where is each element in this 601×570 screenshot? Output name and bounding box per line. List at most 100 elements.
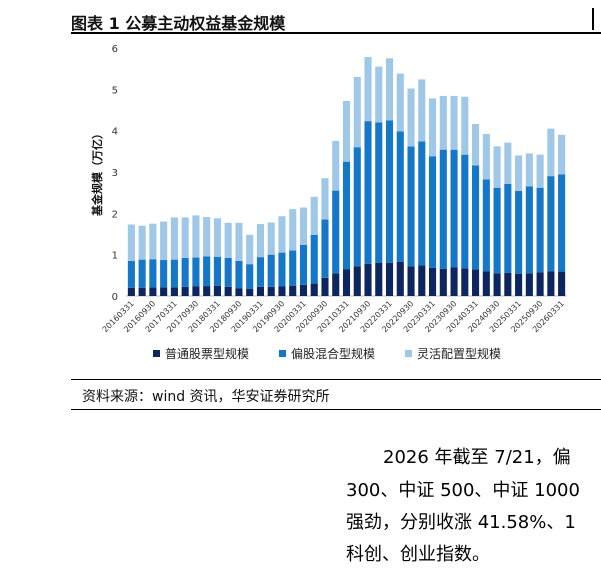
- bar-segment: [482, 133, 490, 180]
- y-tick-label: 4: [112, 127, 118, 138]
- bar-segment: [558, 271, 566, 296]
- legend-swatch: [279, 350, 286, 357]
- bar-segment: [332, 190, 340, 274]
- bar-segment: [353, 147, 361, 267]
- bar-segment: [127, 260, 135, 288]
- bar-segment: [332, 141, 340, 191]
- bar-segment: [278, 286, 286, 296]
- figure-title: 图表 1 公募主动权益基金规模: [71, 14, 286, 33]
- bar-segment: [353, 266, 361, 296]
- bar-segment: [364, 121, 372, 264]
- bar-segment: [170, 217, 178, 260]
- legend-label: 普通股票型规模: [165, 346, 249, 361]
- y-tick-label: 0: [112, 292, 118, 303]
- bar-segment: [246, 264, 254, 289]
- bar-segment: [515, 155, 523, 192]
- bar-segment: [429, 267, 437, 296]
- bar-segment: [515, 191, 523, 274]
- bar-segment: [461, 154, 469, 269]
- legend: 普通股票型规模 偏股混合型规模 灵活配置型规模: [153, 346, 501, 361]
- bar-segment: [138, 259, 146, 288]
- bar-segment: [342, 161, 351, 270]
- bar-segment: [558, 134, 566, 175]
- bar-segment: [192, 257, 200, 287]
- bar-segment: [224, 222, 232, 258]
- body-line-4: 科创、创业指数。: [346, 544, 490, 565]
- bar-segment: [160, 260, 168, 288]
- bar-segment: [493, 146, 501, 188]
- bar-segment: [407, 266, 415, 296]
- bar-segment: [407, 146, 415, 267]
- bar-segment: [321, 178, 329, 220]
- bar-segment: [342, 269, 351, 296]
- bar-segment: [396, 261, 404, 296]
- bar-segment: [536, 154, 544, 188]
- bar-segment: [246, 234, 254, 265]
- bar-segment: [364, 57, 372, 122]
- bar-segment: [429, 98, 437, 157]
- bar-segment: [127, 224, 135, 261]
- bar-segment: [321, 277, 329, 296]
- bar-segment: [170, 287, 178, 296]
- y-tick-label: 2: [112, 209, 118, 220]
- bar-segment: [493, 187, 501, 274]
- bar-segment: [203, 256, 211, 287]
- bar-segment: [353, 76, 361, 148]
- bar-segment: [289, 209, 297, 251]
- bar-segment: [138, 287, 146, 296]
- bar-segment: [299, 207, 308, 245]
- source-bottom-rule: [71, 409, 601, 410]
- bar-segment: [450, 95, 458, 150]
- corner-mark: [592, 8, 594, 30]
- fund-size-chart: 0 1 2 3 4 5 6 20160331201609302017033120170930…: [90, 44, 567, 361]
- bar-segment: [418, 141, 426, 266]
- bar-segment: [256, 224, 264, 258]
- legend-swatch: [405, 350, 412, 357]
- bar-segment: [192, 286, 200, 296]
- bar-segment: [385, 120, 394, 263]
- bar-segment: [504, 142, 512, 184]
- bar-segment: [482, 179, 490, 272]
- source-top-rule: [71, 379, 601, 380]
- bar-segment: [396, 73, 404, 132]
- bar-segment: [525, 153, 533, 187]
- bar-segment: [536, 187, 544, 273]
- bar-segment: [235, 260, 243, 289]
- bar-segment: [299, 284, 308, 296]
- bar-segment: [289, 285, 297, 296]
- bar-segment: [525, 273, 533, 296]
- y-tick-label: 1: [112, 251, 118, 262]
- bar-segment: [375, 262, 383, 296]
- bar-segment: [310, 196, 318, 235]
- body-line-2: 300、中证 500、中证 1000: [346, 480, 580, 501]
- bar-segment: [504, 183, 512, 273]
- bar-segment: [267, 254, 275, 287]
- body-line-3: 强劲，分别收涨 41.58%、1: [346, 512, 576, 533]
- bar-segment: [160, 221, 168, 261]
- bar-segment: [547, 176, 555, 272]
- bar-segment: [332, 273, 340, 296]
- bar-segment: [439, 149, 447, 269]
- bar-segment: [127, 287, 135, 296]
- bar-segment: [536, 272, 544, 296]
- legend-swatch: [153, 350, 160, 357]
- y-tick-label: 3: [112, 168, 118, 179]
- bar-segment: [224, 257, 232, 287]
- bar-segment: [289, 250, 297, 286]
- bar-segment: [558, 174, 566, 272]
- bar-segment: [278, 216, 286, 253]
- bar-segment: [342, 100, 351, 162]
- bar-segment: [472, 124, 480, 166]
- bar-segment: [181, 286, 189, 296]
- y-tick-label: 5: [112, 85, 118, 96]
- bar-segment: [385, 58, 394, 121]
- bar-segment: [256, 257, 264, 287]
- bar-segment: [149, 287, 157, 296]
- bar-segment: [149, 223, 157, 260]
- bar-segment: [525, 186, 533, 274]
- bar-segment: [472, 269, 480, 296]
- bar-segment: [418, 265, 426, 296]
- bar-segment: [472, 165, 480, 270]
- bar-segment: [418, 79, 426, 142]
- bar-segment: [310, 283, 318, 296]
